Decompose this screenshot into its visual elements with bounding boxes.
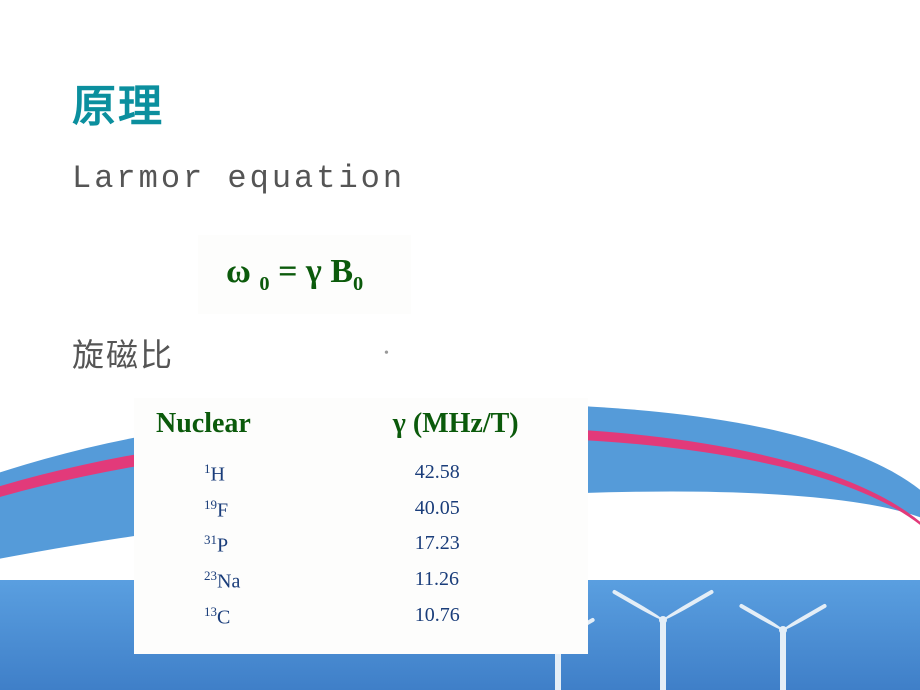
subtitle-larmor: Larmor equation	[72, 160, 405, 197]
cell-gamma: 42.58	[387, 461, 576, 487]
table-row: 19F 40.05	[146, 492, 576, 528]
table-row: 1H 42.58	[146, 456, 576, 492]
wind-turbine-icon	[780, 630, 786, 690]
cell-nuclear: 23Na	[146, 568, 387, 594]
decorative-dot: •	[384, 346, 389, 362]
cell-gamma: 40.05	[387, 497, 576, 523]
wind-turbine-icon	[660, 620, 666, 690]
table-row: 23Na 11.26	[146, 563, 576, 599]
table-header-gamma: γ (MHz/T)	[387, 408, 576, 440]
larmor-equation: ω 0 = γ B0	[198, 235, 411, 314]
cell-nuclear: 13C	[146, 604, 387, 630]
gyromagnetic-table: Nuclear γ (MHz/T) 1H 42.58 19F 40.05 31P…	[134, 398, 588, 654]
cell-gamma: 17.23	[387, 532, 576, 558]
cell-nuclear: 31P	[146, 532, 387, 558]
cell-nuclear: 19F	[146, 497, 387, 523]
table-row: 13C 10.76	[146, 599, 576, 635]
table-header-nuclear: Nuclear	[146, 408, 387, 440]
cell-nuclear: 1H	[146, 461, 387, 487]
table-header-row: Nuclear γ (MHz/T)	[146, 408, 576, 456]
subtitle-gyromagnetic: 旋磁比	[72, 330, 174, 376]
table-row: 31P 17.23	[146, 527, 576, 563]
cell-gamma: 10.76	[387, 604, 576, 630]
slide-title: 原理	[72, 70, 164, 134]
cell-gamma: 11.26	[387, 568, 576, 594]
slide: 原理 Larmor equation ω 0 = γ B0 旋磁比 • Nucl…	[0, 0, 920, 690]
